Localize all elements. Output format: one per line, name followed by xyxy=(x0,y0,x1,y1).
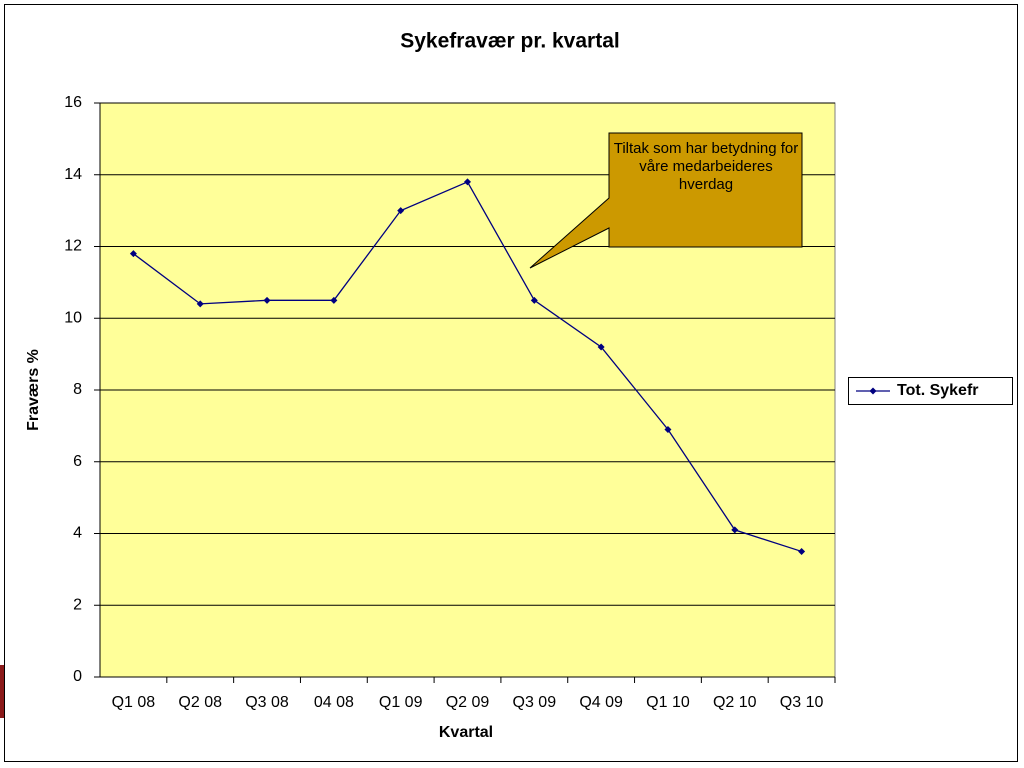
point xyxy=(397,207,405,215)
chart-border xyxy=(4,4,1018,762)
y-tick-label: 8 xyxy=(73,381,82,398)
x-tick-label: Q1 08 xyxy=(112,694,156,711)
point xyxy=(530,296,538,304)
x-tick-label: Q2 09 xyxy=(446,694,490,711)
chart-title: Sykefravær pr. kvartal xyxy=(400,30,619,53)
point xyxy=(263,296,271,304)
y-tick-label: 14 xyxy=(64,166,82,183)
point xyxy=(196,300,204,308)
y-tick-label: 12 xyxy=(64,238,82,255)
edge-decoration xyxy=(0,665,4,718)
y-tick-label: 0 xyxy=(73,668,82,685)
x-axis-label: Kvartal xyxy=(439,724,493,741)
x-tick-label: Q3 10 xyxy=(780,694,824,711)
y-tick-label: 6 xyxy=(73,453,82,470)
y-axis-label: Fraværs % xyxy=(25,349,42,431)
x-tick-label: Q1 10 xyxy=(646,694,690,711)
y-tick-label: 2 xyxy=(73,596,82,613)
point xyxy=(129,250,137,258)
y-tick-label: 16 xyxy=(64,94,82,111)
x-tick-label: Q3 08 xyxy=(245,694,289,711)
x-tick-label: Q2 08 xyxy=(178,694,222,711)
x-tick-label: Q2 10 xyxy=(713,694,757,711)
point xyxy=(330,296,338,304)
x-tick-label: Q4 09 xyxy=(579,694,623,711)
y-tick-label: 4 xyxy=(73,525,82,542)
point xyxy=(464,178,471,186)
point xyxy=(664,425,672,433)
x-tick-label: Q3 09 xyxy=(513,694,557,711)
point xyxy=(731,526,739,534)
legend-label: Tot. Sykefr xyxy=(897,382,979,399)
annotation-text: Tiltak som har betydning for våre medarb… xyxy=(613,140,799,193)
point xyxy=(597,343,605,351)
y-tick-label: 10 xyxy=(64,309,82,326)
annotation-callout xyxy=(529,132,803,269)
x-tick-label: Q1 09 xyxy=(379,694,423,711)
legend-marker xyxy=(869,387,877,395)
x-tick-label: 04 08 xyxy=(314,694,354,711)
point xyxy=(798,547,806,555)
